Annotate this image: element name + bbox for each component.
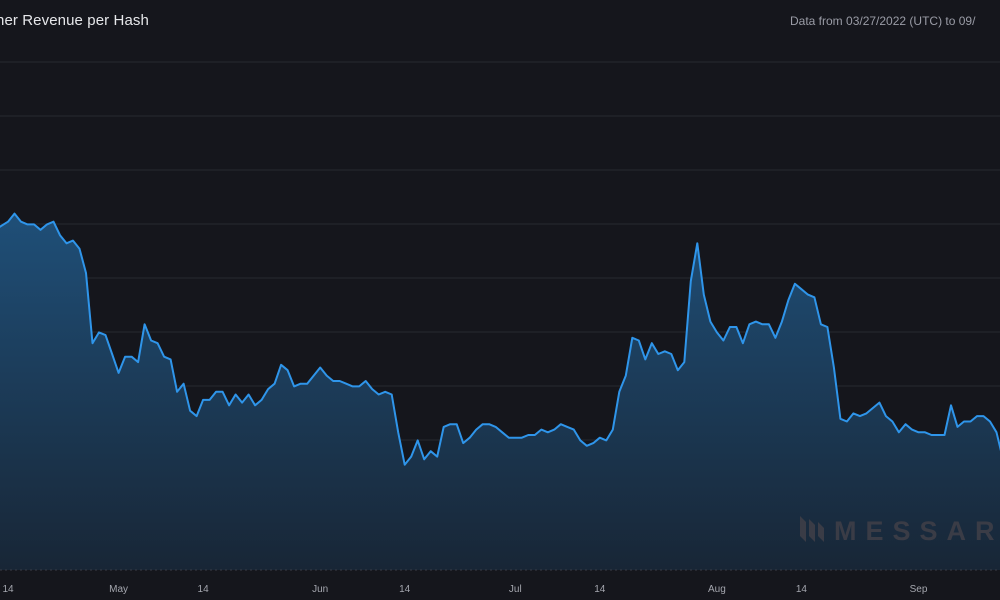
x-axis-ticks: 14May14Jun14Jul14Aug14Sep1 bbox=[2, 584, 928, 595]
watermark: MESSAR bbox=[800, 516, 1000, 546]
x-tick-label: 14 bbox=[2, 584, 14, 595]
x-tick-label: Jul bbox=[509, 584, 522, 595]
x-tick-label: 14 bbox=[399, 584, 411, 595]
date-range-label: Data from 03/27/2022 (UTC) to 09/ bbox=[790, 14, 976, 28]
x-tick-label: May bbox=[109, 584, 128, 595]
series-line bbox=[0, 212, 1000, 466]
x-tick-label: 14 bbox=[594, 584, 606, 595]
x-tick-label: 14 bbox=[198, 584, 210, 595]
messari-logo-icon bbox=[800, 516, 824, 542]
x-tick-label: 14 bbox=[796, 584, 808, 595]
x-tick-label: Aug bbox=[708, 584, 726, 595]
watermark-text: MESSAR bbox=[834, 516, 1000, 546]
chart-title: ner Revenue per Hash bbox=[0, 12, 149, 29]
x-tick-label: Sep bbox=[910, 584, 928, 595]
series-area bbox=[0, 213, 1000, 570]
x-tick-label: Jun bbox=[312, 584, 328, 595]
